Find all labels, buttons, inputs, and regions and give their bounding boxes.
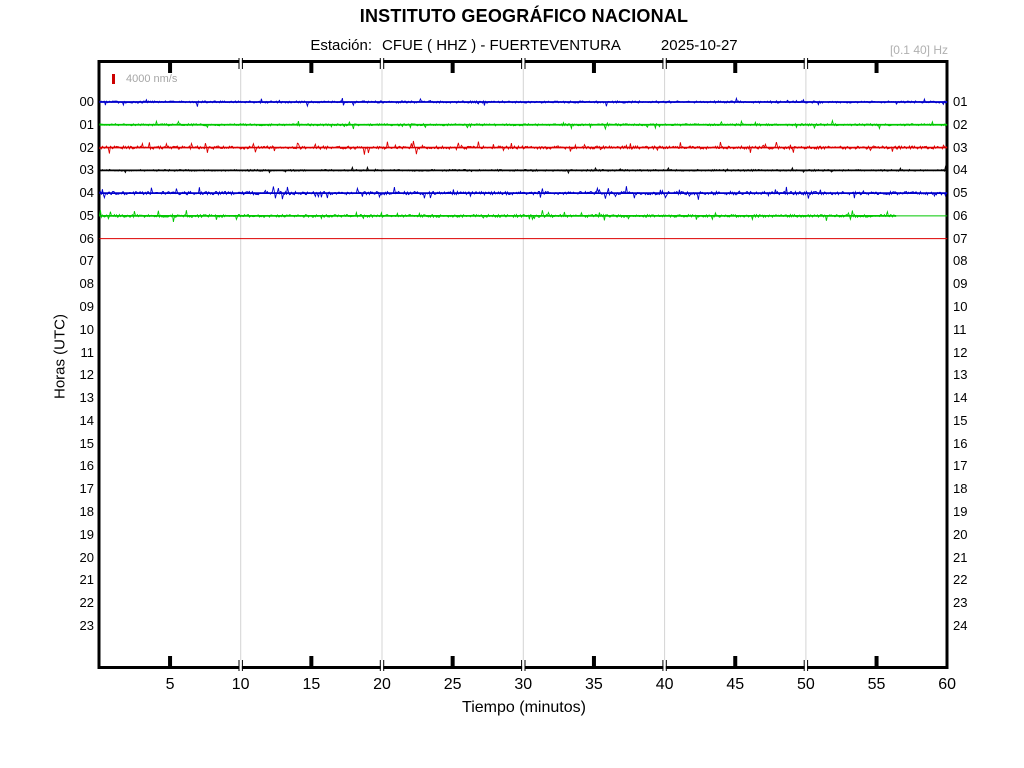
hour-label-right-14: 14 [953, 390, 968, 406]
filter-band-label: [0.1 40] Hz [889, 43, 948, 57]
hour-label-right-07: 07 [953, 230, 968, 246]
station-subtitle: Estación: CFUE ( HHZ ) - FUERTEVENTURA 2… [100, 37, 948, 54]
hour-label-right-12: 12 [953, 344, 968, 360]
minute-label-5: 5 [165, 676, 175, 693]
minute-label-20: 20 [373, 676, 391, 693]
hour-label-right-01: 01 [953, 94, 968, 109]
hour-label-right-13: 13 [953, 367, 968, 383]
hour-label-left-15: 15 [79, 435, 94, 451]
hour-label-left-12: 12 [79, 367, 94, 383]
hour-label-right-15: 15 [953, 412, 968, 428]
minute-label-55: 55 [867, 676, 886, 693]
hour-label-right-24: 24 [953, 617, 968, 633]
hour-label-left-23: 23 [79, 617, 94, 633]
record-date: 2025-10-27 [660, 37, 738, 54]
minute-label-40: 40 [655, 676, 674, 693]
minute-label-35: 35 [585, 676, 603, 693]
hour-label-right-04: 04 [953, 162, 968, 178]
hour-label-left-03: 03 [79, 162, 94, 178]
hour-label-right-17: 17 [953, 458, 968, 474]
hour-label-left-22: 22 [79, 595, 94, 611]
x-axis-label: Tiempo (minutos) [462, 699, 586, 716]
hour-label-left-11: 11 [80, 344, 95, 360]
trace-noise-hour-00 [99, 96, 947, 108]
amplitude-scale-legend: 4000 nm/s [112, 73, 177, 85]
minute-label-45: 45 [726, 676, 745, 693]
trace-noise-hour-05 [98, 209, 896, 223]
hour-label-right-02: 02 [953, 116, 968, 132]
hour-label-left-20: 20 [79, 549, 94, 565]
hour-label-right-20: 20 [953, 526, 968, 542]
hour-label-left-00: 00 [79, 94, 94, 109]
hour-label-left-13: 13 [79, 390, 94, 406]
minute-label-10: 10 [231, 676, 250, 693]
scale-value-label: 4000 nm/s [126, 73, 178, 85]
hour-label-left-14: 14 [79, 412, 94, 428]
hour-label-left-17: 17 [79, 481, 94, 497]
minute-label-30: 30 [514, 676, 533, 693]
hour-label-left-19: 19 [79, 526, 94, 542]
hour-label-right-03: 03 [953, 139, 968, 155]
hour-label-left-21: 21 [79, 572, 94, 588]
hour-label-left-08: 08 [79, 276, 94, 292]
hour-label-left-02: 02 [79, 139, 94, 155]
minute-label-15: 15 [302, 676, 321, 693]
scale-marker-icon [112, 74, 115, 84]
y-axis-label: Horas (UTC) [51, 314, 69, 399]
hour-label-left-05: 05 [79, 207, 94, 223]
trace-noise-hour-03 [99, 165, 947, 175]
hour-label-right-08: 08 [953, 253, 968, 269]
hour-label-left-04: 04 [79, 185, 94, 201]
hour-label-right-06: 06 [953, 207, 968, 223]
hour-label-left-01: 01 [79, 116, 94, 132]
minute-label-25: 25 [443, 676, 462, 693]
station-label: Estación: [310, 37, 373, 54]
station-name: CFUE ( HHZ ) - FUERTEVENTURA [382, 37, 621, 54]
hour-label-right-09: 09 [953, 276, 968, 292]
hour-label-right-23: 23 [953, 595, 968, 611]
page-title: INSTITUTO GEOGRÁFICO NACIONAL [359, 6, 689, 26]
hour-label-right-22: 22 [953, 572, 968, 588]
hour-label-left-07: 07 [79, 253, 94, 269]
hour-label-left-06: 06 [79, 230, 94, 246]
hour-label-right-18: 18 [953, 481, 968, 497]
hour-label-right-11: 11 [953, 321, 967, 337]
trace-noise-hour-02 [99, 140, 947, 155]
hour-label-right-05: 05 [953, 185, 968, 201]
hour-label-left-16: 16 [79, 458, 94, 474]
hour-label-left-09: 09 [79, 299, 94, 315]
hour-label-right-10: 10 [953, 299, 968, 315]
hour-label-right-21: 21 [953, 549, 968, 565]
minute-label-50: 50 [796, 676, 815, 693]
hour-label-left-18: 18 [79, 504, 94, 520]
hour-label-right-16: 16 [953, 435, 968, 451]
trace-noise-hour-04 [99, 186, 947, 200]
hour-label-left-10: 10 [79, 321, 94, 337]
minute-label-60: 60 [938, 676, 957, 693]
hour-label-right-19: 19 [953, 504, 968, 520]
trace-noise-hour-01 [99, 118, 947, 131]
